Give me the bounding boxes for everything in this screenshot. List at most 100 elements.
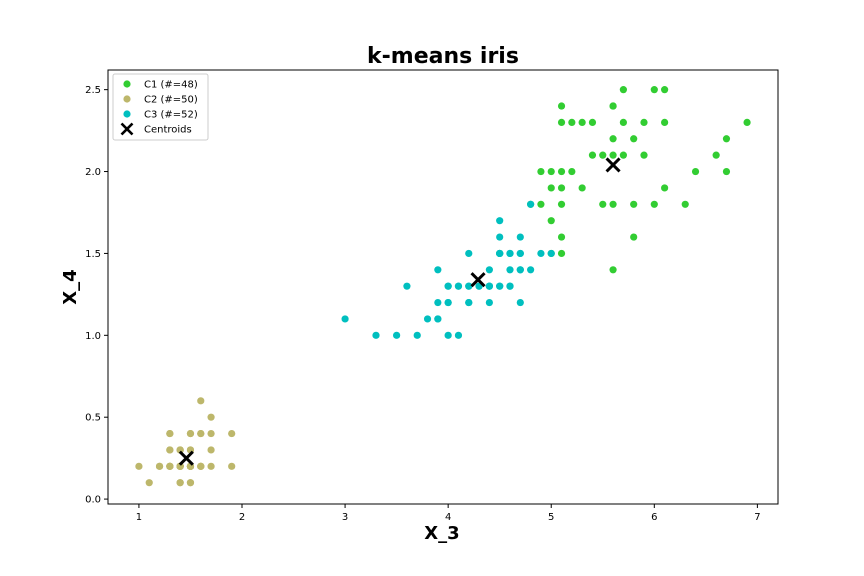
x-tick-label: 6: [651, 512, 657, 523]
y-axis-label: X_4: [60, 269, 81, 304]
data-point: [557, 167, 566, 176]
x-tick-label: 3: [342, 512, 348, 523]
data-point: [496, 233, 504, 241]
y-tick-label: 0.0: [85, 495, 101, 506]
data-point: [619, 86, 627, 94]
data-point: [207, 462, 215, 470]
data-point: [496, 249, 504, 258]
data-point: [166, 429, 174, 438]
data-points: [135, 86, 751, 487]
data-point: [712, 151, 720, 159]
data-point: [516, 233, 524, 241]
y-tick-label: 2.0: [85, 167, 101, 178]
data-point: [557, 233, 566, 241]
x-axis-label: X_3: [424, 523, 459, 544]
data-point: [557, 184, 566, 192]
data-point: [557, 118, 566, 127]
data-point: [454, 331, 463, 339]
data-point: [434, 266, 442, 274]
data-point: [537, 200, 545, 208]
data-point: [609, 151, 617, 159]
data-point: [722, 135, 731, 143]
series-3: [178, 157, 621, 466]
data-point: [547, 217, 555, 225]
legend-marker: [123, 80, 131, 88]
data-point: [630, 233, 638, 241]
x-axis-ticks: 1 2 3 4 5 6 7: [136, 504, 761, 523]
data-point: [599, 151, 607, 159]
data-point: [557, 102, 566, 110]
legend-label: C1 (#=48): [144, 80, 198, 91]
centroid-marker: [178, 450, 194, 466]
data-point: [537, 167, 545, 176]
data-point: [465, 282, 473, 290]
data-point: [516, 266, 524, 274]
data-point: [547, 167, 555, 176]
data-point: [578, 184, 586, 192]
data-point: [434, 298, 442, 307]
legend-item: C3 (#=52): [123, 110, 198, 121]
data-point: [661, 118, 669, 127]
data-point: [599, 200, 607, 208]
data-point: [516, 249, 524, 258]
data-point: [465, 249, 473, 258]
data-point: [506, 249, 514, 258]
data-point: [516, 298, 524, 307]
data-point: [197, 462, 205, 470]
data-point: [661, 184, 669, 192]
y-tick-label: 1.0: [85, 331, 101, 342]
data-point: [661, 86, 669, 94]
x-tick-label: 4: [445, 512, 451, 523]
data-point: [681, 200, 689, 208]
data-point: [485, 266, 493, 274]
data-point: [609, 135, 617, 143]
data-point: [485, 298, 493, 307]
legend-item: C2 (#=50): [123, 95, 198, 106]
data-point: [454, 282, 463, 290]
data-point: [135, 462, 143, 470]
data-point: [207, 429, 215, 438]
data-point: [547, 184, 555, 192]
x-tick-label: 1: [136, 512, 142, 523]
centroid-marker: [470, 272, 486, 288]
data-point: [444, 298, 452, 307]
data-point: [444, 282, 452, 290]
data-point: [527, 266, 535, 274]
data-point: [557, 200, 566, 208]
data-point: [413, 331, 421, 339]
data-point: [527, 200, 535, 208]
data-point: [578, 118, 586, 127]
data-point: [640, 151, 648, 159]
data-point: [372, 331, 380, 339]
data-point: [568, 167, 576, 176]
data-point: [743, 118, 751, 127]
data-point: [197, 397, 205, 405]
data-point: [691, 167, 700, 176]
y-tick-label: 2.5: [85, 85, 101, 96]
data-point: [619, 118, 627, 127]
data-point: [496, 217, 504, 225]
data-point: [155, 462, 164, 470]
data-point: [444, 331, 452, 339]
data-point: [609, 266, 617, 274]
data-point: [166, 462, 174, 470]
data-point: [145, 479, 153, 487]
data-point: [506, 282, 514, 290]
data-point: [434, 315, 442, 323]
data-point: [588, 118, 597, 127]
data-point: [547, 249, 555, 258]
data-point: [393, 331, 401, 339]
legend-label: Centroids: [144, 125, 192, 136]
x-tick-label: 7: [754, 512, 760, 523]
legend-label: C2 (#=50): [144, 95, 198, 106]
data-point: [650, 200, 658, 208]
x-tick-label: 5: [548, 512, 554, 523]
legend: C1 (#=48) C2 (#=50) C3 (#=52) Centroids: [112, 73, 209, 141]
data-point: [186, 479, 195, 487]
data-point: [423, 315, 432, 323]
data-point: [609, 200, 617, 208]
data-point: [568, 118, 576, 127]
data-point: [197, 429, 205, 438]
chart-title: k-means iris: [367, 44, 519, 69]
